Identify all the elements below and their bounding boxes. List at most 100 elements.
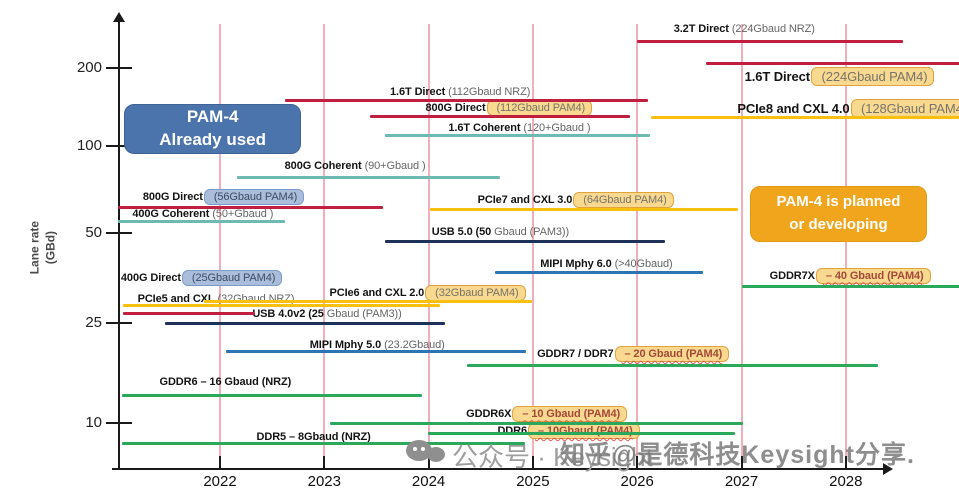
- series-value: Gbaud (PAM3)): [491, 225, 570, 238]
- x-tick-label: 2022: [203, 473, 237, 490]
- series-name: PCIe7 and CXL 3.0: [477, 194, 573, 207]
- series-label: GDDR6X – 10 Gbaud (PAM4): [466, 404, 628, 424]
- annotation-pam4-planned: PAM-4 is planned or developing: [749, 185, 928, 242]
- series-name: 800G Coherent: [284, 160, 362, 173]
- series-label: MIPI Mphy 5.0 (23.2Gbaud): [310, 335, 445, 355]
- series-value: (120+Gbaud ): [520, 122, 591, 135]
- wechat-icon: [406, 440, 450, 466]
- series-line: [284, 98, 648, 102]
- x-tick-label: 2023: [307, 473, 341, 490]
- series-label: USB 5.0 (50 Gbaud (PAM3)): [432, 222, 569, 242]
- year-gridline: [323, 24, 326, 468]
- series-line: [637, 39, 904, 43]
- series-line: [495, 270, 703, 274]
- series-name: USB 5.0 (50: [431, 225, 492, 238]
- y-axis-tick: [106, 67, 132, 69]
- x-axis-tick: [531, 456, 534, 470]
- series-label: 1.6T Coherent (120+Gbaud ): [448, 118, 590, 138]
- series-line: [741, 285, 959, 289]
- series-label: PCIe6 and CXL 2.0 (32Gbaud PAM4): [330, 283, 526, 303]
- series-line: [123, 303, 441, 307]
- series-name: 1.6T Direct: [390, 86, 446, 99]
- series-label: DDR5 – 8Gbaud (NRZ): [257, 427, 371, 447]
- annotation-pam4-already-used: PAM-4 Already used: [124, 104, 302, 155]
- series-value: (112Gbaud PAM4): [486, 100, 593, 117]
- year-gridline: [427, 24, 430, 468]
- series-name: 800G Direct: [425, 102, 486, 115]
- series-value: – 10 Gbaud (PAM4): [512, 405, 628, 422]
- y-tick-label: 25: [85, 314, 102, 331]
- series-line: [329, 421, 743, 425]
- series-value: (90+Gbaud ): [361, 160, 426, 173]
- series-name: 400G Coherent: [132, 208, 210, 221]
- y-axis-title-line1: Lane rate: [27, 220, 42, 275]
- series-label: USB 4.0v2 (25 Gbaud (PAM3)): [252, 304, 401, 324]
- series-name: GDDR7X: [769, 269, 815, 282]
- x-axis-tick: [427, 456, 430, 470]
- series-label: 800G Coherent (90+Gbaud ): [285, 156, 426, 176]
- series-value: – 40 Gbaud (PAM4): [815, 267, 931, 284]
- series-name: 400G Direct: [120, 272, 181, 285]
- series-value: (112Gbaud NRZ): [445, 86, 531, 99]
- series-line: [384, 133, 650, 137]
- series-line: [121, 393, 423, 397]
- series-name: USB 4.0v2 (25: [252, 307, 324, 320]
- y-axis-tick: [106, 145, 132, 147]
- series-label: 400G Direct (25Gbaud PAM4): [120, 268, 283, 288]
- y-tick-label: 10: [85, 414, 102, 431]
- wechat-eye: [413, 447, 417, 451]
- y-tick-label: 200: [76, 59, 102, 76]
- series-label: MIPI Mphy 6.0 (>40Gbaud): [540, 254, 673, 274]
- series-value: (128Gbaud PAM4): [850, 99, 959, 119]
- series-line: [123, 312, 256, 316]
- series-value: (56Gbaud PAM4): [203, 189, 305, 206]
- y-axis-line: [118, 22, 120, 470]
- x-axis-tick: [636, 456, 639, 470]
- y-axis-arrow-icon: [113, 12, 125, 22]
- x-axis-tick: [219, 456, 221, 470]
- annotation-line: or developing: [789, 215, 888, 233]
- year-gridline: [219, 24, 221, 468]
- y-axis-tick: [106, 322, 132, 324]
- series-name: DDR6: [497, 424, 527, 437]
- series-value: (224Gbaud NRZ): [728, 22, 815, 35]
- series-label: 1.6T Direct (224Gbaud PAM4): [745, 67, 935, 87]
- y-axis-title: Lane rate (GBd): [27, 183, 58, 313]
- series-label: GDDR7 / DDR7 – 20 Gbaud (PAM4): [537, 344, 730, 364]
- year-gridline: [740, 24, 743, 468]
- series-value: – 20 Gbaud (PAM4): [614, 346, 730, 363]
- series-line: [650, 115, 959, 119]
- series-name: 1.6T Coherent: [448, 122, 521, 135]
- series-name: GDDR6X: [466, 407, 512, 420]
- x-tick-label: 2028: [829, 473, 863, 490]
- series-line: [117, 205, 383, 209]
- x-axis-tick: [740, 456, 743, 470]
- x-tick-label: 2026: [620, 473, 654, 490]
- series-line: [226, 350, 526, 354]
- series-line: [117, 219, 285, 223]
- y-tick-label: 50: [85, 224, 102, 241]
- series-name: 800G Direct: [142, 191, 203, 204]
- year-gridline: [844, 24, 847, 468]
- series-label: 400G Coherent (50+Gbaud ): [132, 204, 273, 224]
- x-tick-label: 2025: [516, 473, 550, 490]
- wechat-bubble-large: [406, 440, 432, 461]
- x-axis-arrow-icon: [883, 463, 893, 475]
- series-name: DDR5 – 8Gbaud (NRZ): [256, 430, 371, 443]
- series-line: [467, 363, 879, 367]
- watermark-text-2: 知乎@是德科技Keysight分享.: [560, 441, 915, 469]
- series-value: (32Gbaud PAM4): [425, 284, 526, 301]
- year-gridline: [636, 24, 639, 468]
- y-axis-tick: [106, 422, 132, 424]
- series-value: Gbaud (PAM3)): [323, 307, 402, 320]
- x-tick-label: 2024: [411, 473, 446, 490]
- wechat-bubble-small: [427, 447, 445, 462]
- series-line: [236, 175, 500, 179]
- x-axis-tick: [323, 456, 326, 470]
- watermark-text-1: 公众号 · Keysight: [452, 442, 653, 472]
- x-axis-tick: [844, 456, 847, 470]
- year-gridline: [531, 24, 534, 468]
- wechat-eye: [421, 447, 425, 451]
- x-axis-line: [112, 468, 885, 470]
